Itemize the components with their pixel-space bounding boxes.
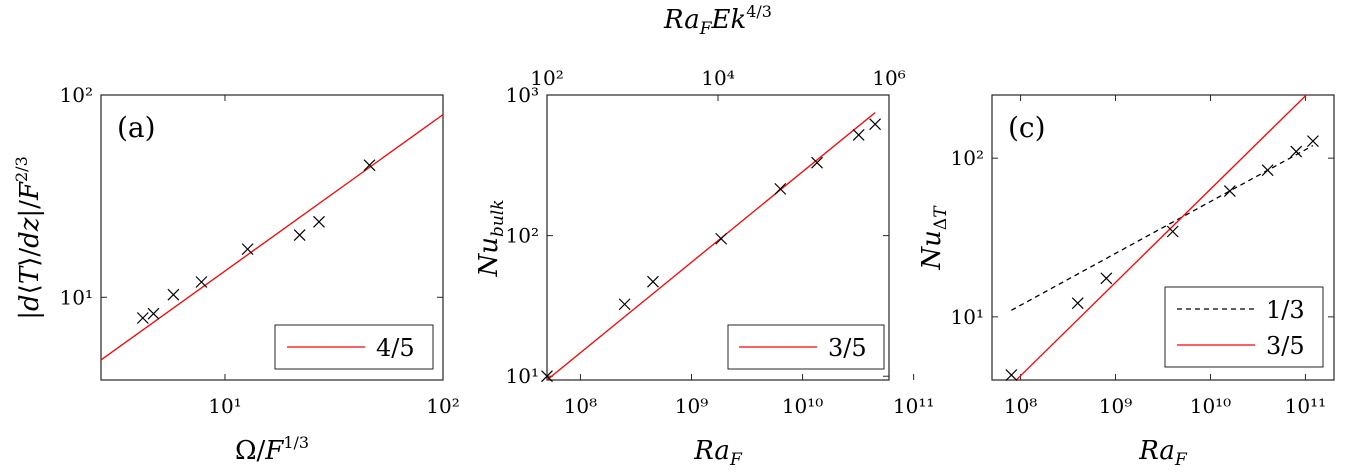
top-x-tick-label: 10⁶	[872, 66, 905, 90]
data-point	[241, 243, 254, 256]
data-point	[136, 312, 149, 324]
legend: 3/5	[727, 324, 885, 370]
top-x-tick-label: 10⁴	[701, 66, 734, 90]
legend-label: 3/5	[828, 334, 867, 362]
y-tick-label: 10²	[951, 146, 984, 170]
tick-marks	[547, 94, 915, 380]
y-axis-label: NuΔT	[917, 205, 951, 271]
data-point	[1307, 135, 1319, 148]
panel-label: (a)	[117, 111, 156, 144]
panel-label: (c)	[1008, 111, 1046, 144]
x-tick-label: 10¹¹	[1285, 394, 1326, 418]
x-axis-label: RaF	[693, 436, 743, 470]
y-tick-label: 10¹	[506, 364, 539, 388]
x-tick-label: 10⁹	[1099, 394, 1132, 418]
data-markers	[136, 159, 376, 324]
top-x-tick-label: 10²	[530, 66, 563, 90]
fit-lines	[101, 114, 443, 361]
data-point	[1100, 272, 1113, 285]
data-point	[541, 370, 553, 383]
data-point	[147, 307, 160, 320]
x-tick-label: 10⁹	[675, 394, 708, 418]
x-axis-label: RaF	[1138, 436, 1188, 470]
data-point	[1290, 145, 1303, 158]
data-point	[1223, 185, 1236, 198]
data-point	[1005, 369, 1018, 381]
fit-line	[547, 112, 876, 380]
y-tick-label: 10¹	[60, 285, 93, 309]
data-point	[1261, 164, 1274, 177]
fit-line	[1011, 145, 1314, 311]
fit-line	[101, 114, 443, 361]
data-point	[1166, 225, 1179, 238]
tick-labels: 10¹ 10² 10¹ 10²	[60, 83, 460, 418]
data-point	[869, 118, 882, 131]
data-point	[195, 276, 208, 288]
x-tick-label: 10²	[426, 394, 459, 418]
x-tick-label: 10⁸	[564, 394, 597, 418]
data-point	[647, 275, 659, 288]
data-markers	[541, 118, 882, 383]
y-tick-label: 10²	[60, 83, 93, 107]
legend: 1/3 3/5	[1164, 286, 1324, 368]
fit-lines	[1011, 95, 1314, 380]
x-tick-label: 10¹⁰	[1190, 394, 1231, 418]
panel-a: 10¹ 10² 10¹ 10² (a) 4/5 Ω/F1/3 |d⟨T⟩/dz|/F2…	[12, 83, 460, 466]
data-point	[852, 129, 865, 141]
tick-marks	[992, 95, 1334, 380]
y-axis-label: Nubulk	[474, 199, 508, 277]
data-point	[1071, 297, 1084, 310]
legend-box	[1164, 286, 1324, 368]
legend-label: 4/5	[376, 334, 415, 362]
data-point	[618, 298, 631, 311]
tick-labels: 10⁸ 10⁹ 10¹⁰ 10¹¹ 10¹ 10²	[951, 146, 1327, 418]
data-markers	[1005, 135, 1319, 381]
legend: 4/5	[274, 324, 434, 370]
legend-label: 3/5	[1266, 332, 1305, 360]
fit-lines	[547, 112, 876, 380]
data-point	[811, 156, 823, 169]
legend-label: 1/3	[1266, 296, 1305, 324]
x-tick-label: 10¹¹	[893, 394, 934, 418]
data-point	[313, 215, 325, 228]
x-tick-label: 10⁸	[1004, 394, 1037, 418]
data-point	[774, 182, 787, 195]
y-axis-label: |d⟨T⟩/dz|/F2/3	[12, 156, 45, 320]
x-tick-label: 10¹	[208, 394, 241, 418]
top-x-axis-label: RaFEk4/3	[663, 2, 772, 39]
data-point	[167, 288, 180, 301]
data-point	[715, 232, 728, 245]
y-tick-label: 10²	[506, 224, 539, 248]
data-point	[363, 159, 376, 172]
x-axis-label: Ω/F1/3	[235, 433, 309, 466]
y-tick-label: 10¹	[951, 305, 984, 329]
panel-c: 10⁸ 10⁹ 10¹⁰ 10¹¹ 10¹ 10² (c) 1/3 3/5 RaF NuΔ…	[917, 94, 1335, 470]
fit-line	[1015, 95, 1308, 380]
data-point	[293, 229, 306, 242]
x-tick-label: 10¹⁰	[782, 394, 823, 418]
tick-marks	[101, 94, 444, 380]
top-tick-marks	[546, 95, 890, 101]
y-tick-label: 10³	[506, 83, 539, 107]
